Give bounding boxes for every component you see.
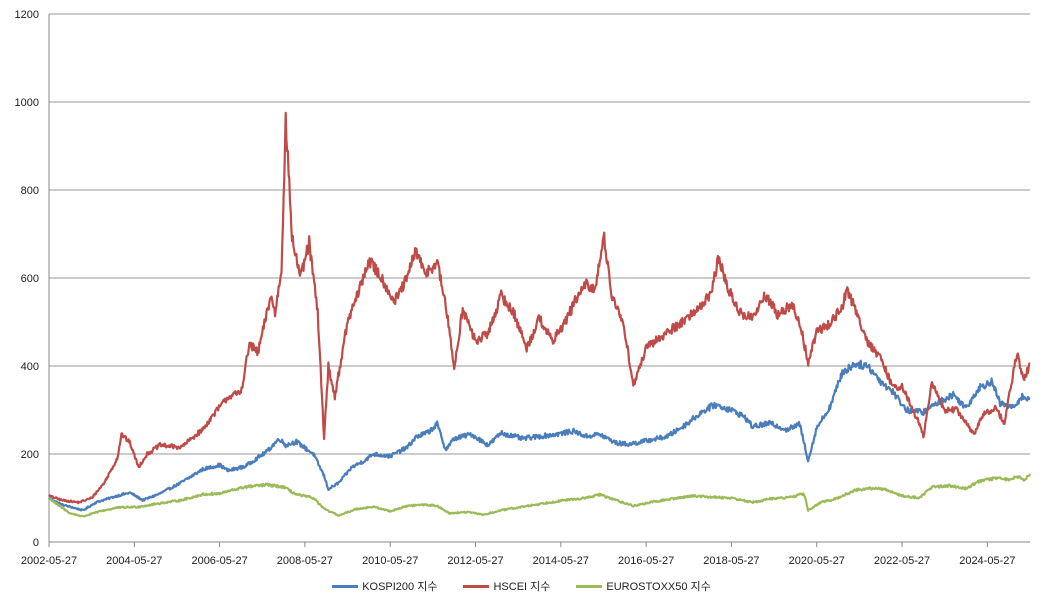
x-tick-label: 2002-05-27 xyxy=(21,555,77,567)
x-tick-label: 2006-05-27 xyxy=(191,555,247,567)
x-tick-label: 2020-05-27 xyxy=(789,555,845,567)
legend-label-eurostoxx50: EUROSTOXX50 지수 xyxy=(606,581,711,593)
x-tick-label: 2024-05-27 xyxy=(959,555,1015,567)
legend-swatch-kospi200 xyxy=(332,584,359,588)
x-tick-label: 2012-05-27 xyxy=(447,555,503,567)
legend-label-kospi200: KOSPI200 지수 xyxy=(362,581,438,593)
x-tick-label: 2022-05-27 xyxy=(874,555,930,567)
x-tick-label: 2016-05-27 xyxy=(618,555,674,567)
series-line-0 xyxy=(48,359,1031,512)
line-chart: 0 200 400 600 800 1000 1200 2002-05-27 2004-05-2… xyxy=(15,9,1032,567)
legend-label-hscei: HSCEI 지수 xyxy=(493,581,551,593)
x-tick-label: 2004-05-27 xyxy=(106,555,162,567)
y-tick-label: 200 xyxy=(21,449,39,461)
x-tick-label: 2010-05-27 xyxy=(362,555,418,567)
y-tick-label: 1200 xyxy=(15,9,39,21)
y-tick-label: 0 xyxy=(33,537,39,549)
series-line-1 xyxy=(48,111,1031,505)
x-tick-label: 2008-05-27 xyxy=(277,555,333,567)
x-tick-label: 2014-05-27 xyxy=(533,555,589,567)
y-tick-label: 400 xyxy=(21,361,39,373)
legend-item-kospi200: KOSPI200 지수 xyxy=(332,578,437,594)
legend-swatch-hscei xyxy=(463,584,490,588)
legend-swatch-eurostoxx50 xyxy=(576,584,603,588)
legend-item-hscei: HSCEI 지수 xyxy=(463,578,550,594)
y-tick-label: 1000 xyxy=(15,97,39,109)
legend: KOSPI200 지수 HSCEI 지수 EUROSTOXX50 지수 xyxy=(0,578,1043,594)
series-line-2 xyxy=(48,473,1032,518)
y-tick-label: 800 xyxy=(21,185,39,197)
y-tick-label: 600 xyxy=(21,273,39,285)
legend-item-eurostoxx50: EUROSTOXX50 지수 xyxy=(576,578,711,594)
x-tick-label: 2018-05-27 xyxy=(703,555,759,567)
